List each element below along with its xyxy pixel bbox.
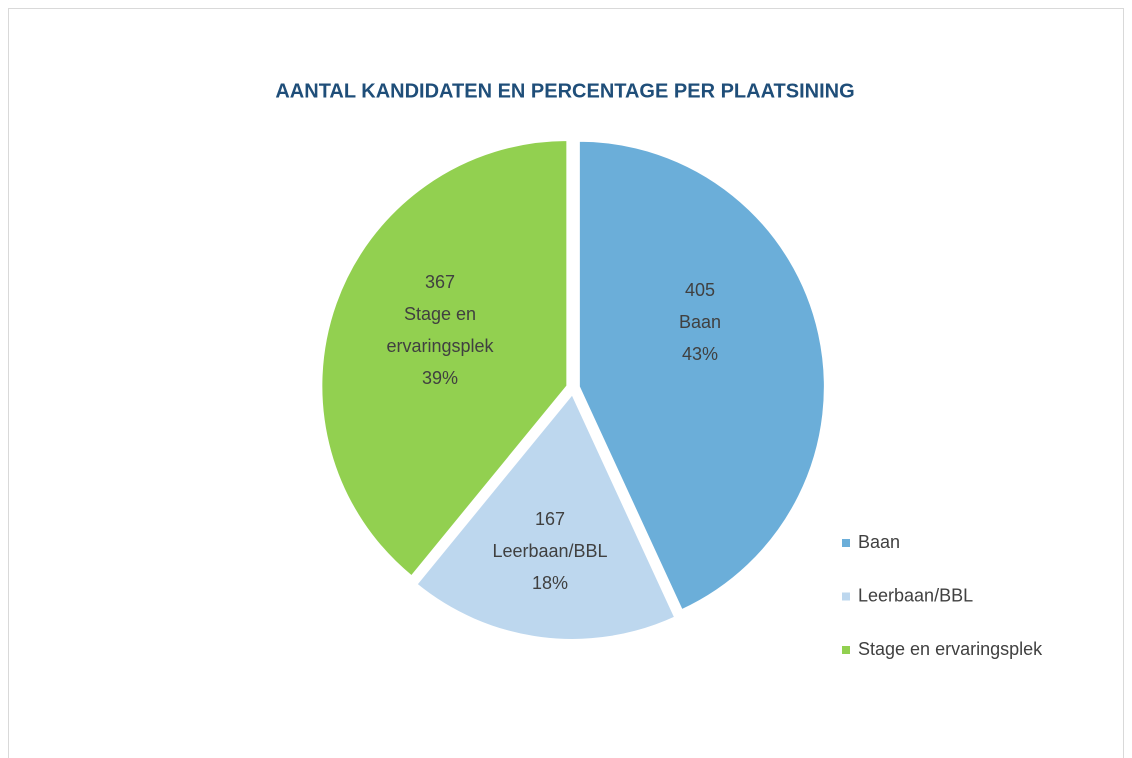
data-label-value: 367: [424, 272, 456, 292]
data-label-category: Baan: [678, 312, 722, 332]
legend-label: Leerbaan/BBL: [858, 585, 973, 605]
data-label: 367 Stage en ervaringsplek 39%: [355, 266, 525, 394]
pie-slice: [415, 392, 677, 641]
data-label-category: Leerbaan/BBL: [492, 541, 608, 561]
legend-label: Stage en ervaringsplek: [858, 639, 1043, 659]
data-label-percent: 18%: [531, 573, 569, 593]
legend-marker: [842, 539, 850, 547]
legend-marker: [842, 592, 850, 601]
data-label-value: 405: [684, 280, 716, 300]
legend-marker: [842, 646, 850, 654]
data-label-value: 167: [534, 509, 566, 529]
legend-label: Baan: [858, 532, 900, 552]
data-label-percent: 43%: [681, 344, 719, 364]
data-label: 167 Leerbaan/BBL 18%: [465, 503, 635, 599]
pie-slice: [577, 139, 826, 612]
data-label: 405 Baan 43%: [615, 274, 785, 370]
data-label-category: Stage en ervaringsplek: [386, 304, 494, 356]
chart-title: AANTAL KANDIDATEN EN PERCENTAGE PER PLAA…: [275, 80, 854, 102]
data-label-percent: 39%: [421, 368, 459, 388]
pie-slice: [320, 138, 569, 578]
